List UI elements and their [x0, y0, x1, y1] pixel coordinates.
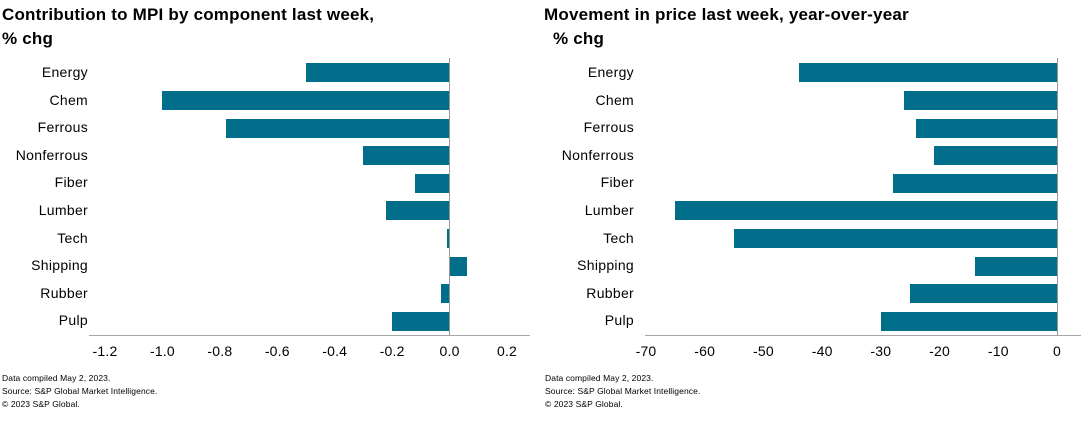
- footnote-copyright-left: © 2023 S&P Global.: [2, 399, 80, 409]
- chart-title-left-line1: Contribution to MPI by component last we…: [2, 5, 375, 24]
- x-tick-label: -50: [753, 343, 774, 359]
- bar-rubber: [910, 284, 1057, 304]
- footnote-source-left: Source: S&P Global Market Intelligence.: [2, 386, 158, 396]
- x-tick-label: 0: [1053, 343, 1061, 359]
- category-label-chem: Chem: [595, 91, 634, 108]
- category-label-shipping: Shipping: [31, 257, 88, 274]
- bar-rubber: [440, 284, 450, 304]
- chart-title-left-line2: % chg: [2, 29, 54, 48]
- category-label-nonferrous: Nonferrous: [561, 146, 634, 163]
- x-tick-label: -20: [929, 343, 950, 359]
- panel-price-movement-chart: Movement in price last week, year-over-y…: [542, 0, 1085, 422]
- bar-tech: [446, 228, 450, 248]
- chart-title-right: Movement in price last week, year-over-y…: [544, 3, 909, 51]
- bar-ferrous: [225, 118, 450, 138]
- chart-title-left: Contribution to MPI by component last we…: [2, 3, 374, 51]
- footnote-compiled-left: Data compiled May 2, 2023.: [2, 373, 111, 383]
- x-tick-label: -0.4: [322, 343, 348, 359]
- x-tick-label: -10: [987, 343, 1009, 359]
- x-tick-label: -40: [811, 343, 833, 359]
- bar-shipping: [449, 256, 467, 276]
- category-label-chem: Chem: [49, 91, 88, 108]
- chart-plot-right: Energy Chem Ferrous Nonferrous Fiber Lumber Te…: [542, 0, 1085, 422]
- x-tick-label: 0.2: [496, 343, 518, 359]
- bar-nonferrous: [363, 146, 450, 166]
- bar-chem: [162, 90, 450, 110]
- zero-axis-line: [449, 58, 451, 335]
- bar-chem: [904, 90, 1057, 110]
- x-tick-label: -70: [635, 343, 657, 359]
- category-label-fiber: Fiber: [54, 174, 88, 191]
- category-label-tech: Tech: [57, 229, 88, 246]
- category-label-shipping: Shipping: [577, 257, 634, 274]
- category-label-pulp: Pulp: [604, 312, 634, 329]
- bar-lumber: [386, 201, 450, 221]
- bar-energy: [306, 63, 450, 83]
- bar-pulp: [392, 311, 450, 331]
- footnote-copyright-right: © 2023 S&P Global.: [545, 399, 623, 409]
- category-label-ferrous: Ferrous: [37, 119, 88, 136]
- category-label-lumber: Lumber: [584, 202, 634, 218]
- bar-shipping: [974, 256, 1057, 276]
- x-tick-label: -60: [694, 343, 716, 359]
- source-note-right: Data compiled May 2, 2023. Source: S&P G…: [545, 372, 700, 411]
- zero-axis-line: [1056, 58, 1058, 335]
- category-label-rubber: Rubber: [40, 284, 88, 301]
- bar-energy: [798, 63, 1057, 83]
- x-tick-label: -0.6: [264, 343, 290, 359]
- category-label-energy: Energy: [587, 64, 634, 80]
- category-label-nonferrous: Nonferrous: [15, 146, 88, 163]
- category-label-ferrous: Ferrous: [583, 119, 634, 136]
- bar-tech: [734, 228, 1057, 248]
- x-tick-label: 0.0: [439, 343, 460, 359]
- category-label-tech: Tech: [603, 229, 634, 246]
- x-axis-line: [89, 335, 530, 336]
- x-tick-label: -1.2: [92, 343, 118, 359]
- x-tick-label: -30: [870, 343, 892, 359]
- bar-nonferrous: [933, 146, 1057, 166]
- footnote-source-right: Source: S&P Global Market Intelligence.: [545, 386, 701, 396]
- category-label-rubber: Rubber: [586, 284, 634, 301]
- bar-lumber: [675, 201, 1057, 221]
- bar-fiber: [892, 173, 1057, 193]
- category-label-fiber: Fiber: [600, 174, 634, 191]
- category-label-energy: Energy: [41, 64, 88, 80]
- category-label-lumber: Lumber: [38, 202, 88, 218]
- panel-contribution-chart: Contribution to MPI by component last we…: [0, 0, 542, 422]
- source-note-left: Data compiled May 2, 2023. Source: S&P G…: [2, 372, 157, 411]
- bar-fiber: [415, 173, 450, 193]
- chart-plot-left: Energy Chem Ferrous Nonferrous Fiber Lumber Te…: [0, 0, 542, 422]
- x-tick-label: -1.0: [149, 343, 175, 359]
- bar-ferrous: [916, 118, 1057, 138]
- category-label-pulp: Pulp: [58, 312, 88, 329]
- x-axis-line: [645, 335, 1081, 336]
- footnote-compiled-right: Data compiled May 2, 2023.: [545, 373, 654, 383]
- chart-title-right-line1: Movement in price last week, year-over-y…: [544, 5, 909, 24]
- x-tick-label: -0.8: [207, 343, 233, 359]
- x-tick-label: -0.2: [379, 343, 405, 359]
- chart-title-right-line2: % chg: [553, 29, 605, 48]
- bar-pulp: [880, 311, 1057, 331]
